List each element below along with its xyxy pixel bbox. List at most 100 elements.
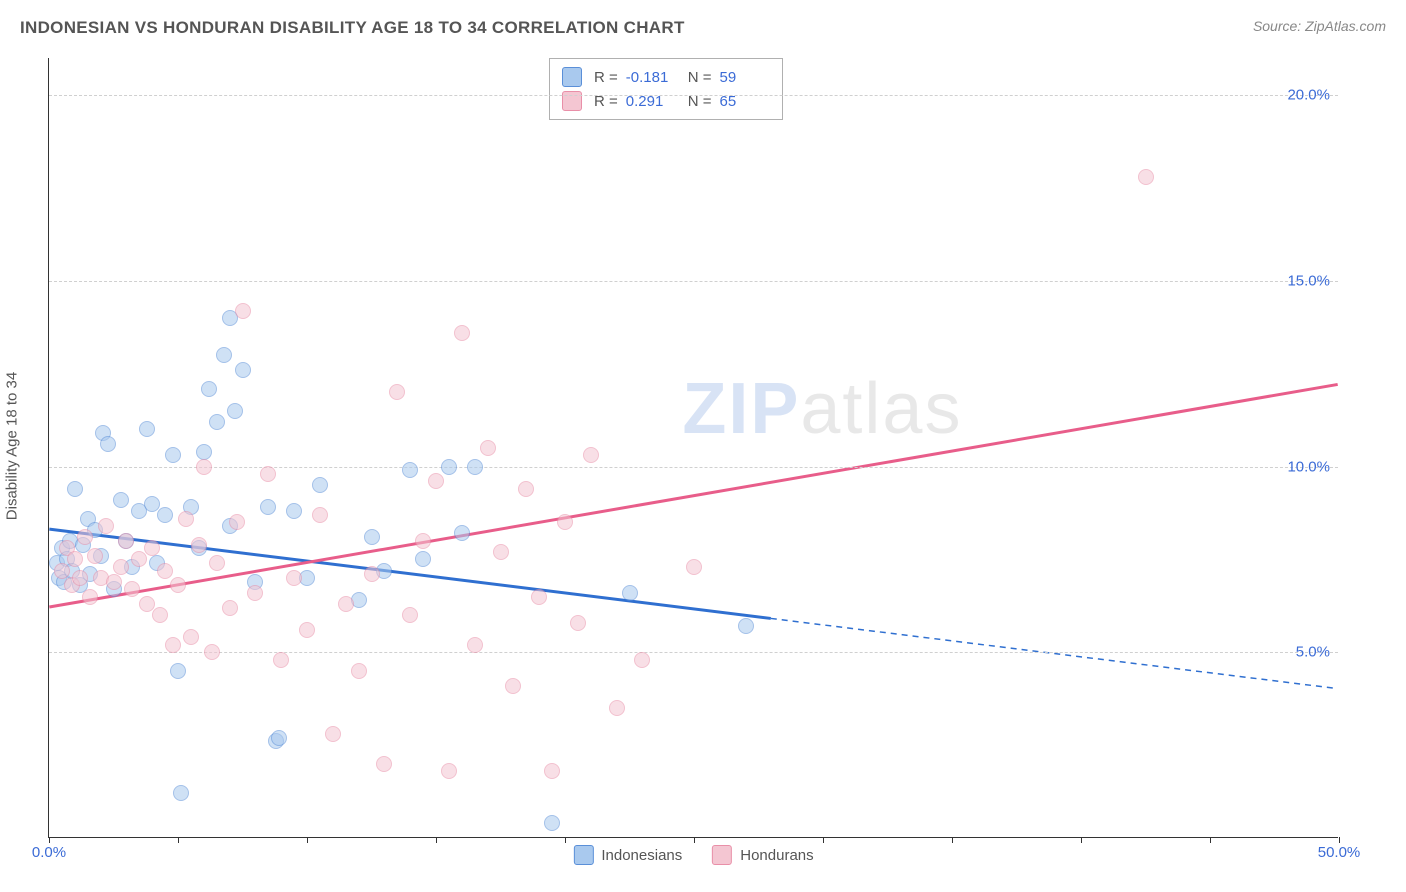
scatter-point-b bbox=[686, 559, 702, 575]
scatter-point-b bbox=[557, 514, 573, 530]
scatter-point-b bbox=[441, 763, 457, 779]
scatter-point-b bbox=[183, 629, 199, 645]
scatter-point-b bbox=[87, 548, 103, 564]
scatter-point-b bbox=[1138, 169, 1154, 185]
y-tick-label: 20.0% bbox=[1287, 87, 1330, 104]
scatter-point-b bbox=[467, 637, 483, 653]
n-value: 59 bbox=[720, 69, 770, 86]
scatter-point-b bbox=[235, 303, 251, 319]
scatter-point-b bbox=[222, 600, 238, 616]
scatter-point-b bbox=[113, 559, 129, 575]
scatter-point-b bbox=[106, 574, 122, 590]
scatter-point-a bbox=[216, 347, 232, 363]
x-tick-mark bbox=[1210, 837, 1211, 843]
scatter-point-a bbox=[201, 381, 217, 397]
chart-title: INDONESIAN VS HONDURAN DISABILITY AGE 18… bbox=[20, 18, 685, 37]
scatter-point-a bbox=[100, 436, 116, 452]
scatter-point-b bbox=[204, 644, 220, 660]
scatter-point-b bbox=[351, 663, 367, 679]
gridline-h bbox=[49, 95, 1338, 96]
legend-swatch bbox=[562, 67, 582, 87]
scatter-point-b bbox=[118, 533, 134, 549]
scatter-point-b bbox=[72, 570, 88, 586]
x-tick-mark bbox=[178, 837, 179, 843]
scatter-point-b bbox=[518, 481, 534, 497]
y-tick-label: 15.0% bbox=[1287, 272, 1330, 289]
scatter-point-a bbox=[544, 815, 560, 831]
x-tick-mark bbox=[49, 837, 50, 843]
legend-swatch bbox=[562, 91, 582, 111]
legend-item: Hondurans bbox=[712, 845, 813, 865]
scatter-point-b bbox=[191, 537, 207, 553]
scatter-point-a bbox=[235, 362, 251, 378]
scatter-point-a bbox=[209, 414, 225, 430]
stats-legend-row: R = 0.291N = 65 bbox=[562, 89, 770, 113]
scatter-point-b bbox=[124, 581, 140, 597]
series-legend: Indonesians Hondurans bbox=[573, 845, 813, 865]
scatter-point-b bbox=[299, 622, 315, 638]
scatter-point-b bbox=[229, 514, 245, 530]
source-attribution: Source: ZipAtlas.com bbox=[1253, 18, 1386, 34]
x-tick-mark bbox=[694, 837, 695, 843]
scatter-point-a bbox=[467, 459, 483, 475]
scatter-point-b bbox=[196, 459, 212, 475]
scatter-point-a bbox=[260, 499, 276, 515]
scatter-point-b bbox=[286, 570, 302, 586]
scatter-point-b bbox=[634, 652, 650, 668]
y-tick-label: 5.0% bbox=[1296, 644, 1330, 661]
x-tick-mark bbox=[952, 837, 953, 843]
r-value: -0.181 bbox=[626, 69, 676, 86]
scatter-point-b bbox=[505, 678, 521, 694]
legend-series-name: Indonesians bbox=[601, 847, 682, 864]
scatter-point-a bbox=[364, 529, 380, 545]
stats-legend: R = -0.181N = 59R = 0.291N = 65 bbox=[549, 58, 783, 120]
scatter-point-b bbox=[402, 607, 418, 623]
scatter-point-a bbox=[286, 503, 302, 519]
scatter-point-b bbox=[454, 325, 470, 341]
scatter-point-b bbox=[170, 577, 186, 593]
x-tick-mark bbox=[823, 837, 824, 843]
scatter-point-a bbox=[441, 459, 457, 475]
y-tick-label: 10.0% bbox=[1287, 458, 1330, 475]
scatter-point-b bbox=[609, 700, 625, 716]
n-label: N = bbox=[688, 69, 712, 86]
x-tick-label: 50.0% bbox=[1318, 844, 1361, 861]
scatter-point-a bbox=[227, 403, 243, 419]
x-tick-mark bbox=[436, 837, 437, 843]
scatter-point-b bbox=[165, 637, 181, 653]
y-axis-title: Disability Age 18 to 34 bbox=[4, 372, 21, 520]
scatter-point-a bbox=[67, 481, 83, 497]
legend-item: Indonesians bbox=[573, 845, 682, 865]
gridline-h bbox=[49, 652, 1338, 653]
x-tick-mark bbox=[565, 837, 566, 843]
scatter-point-b bbox=[152, 607, 168, 623]
source-value: ZipAtlas.com bbox=[1305, 18, 1386, 34]
scatter-point-b bbox=[178, 511, 194, 527]
scatter-point-b bbox=[82, 589, 98, 605]
watermark-zip: ZIP bbox=[682, 369, 800, 449]
scatter-point-b bbox=[570, 615, 586, 631]
scatter-point-a bbox=[271, 730, 287, 746]
scatter-point-b bbox=[325, 726, 341, 742]
scatter-point-b bbox=[247, 585, 263, 601]
x-tick-label: 0.0% bbox=[32, 844, 66, 861]
x-tick-mark bbox=[1339, 837, 1340, 843]
scatter-point-b bbox=[54, 563, 70, 579]
scatter-plot: ZIPatlas R = -0.181N = 59R = 0.291N = 65… bbox=[48, 58, 1338, 838]
scatter-point-b bbox=[157, 563, 173, 579]
x-tick-mark bbox=[307, 837, 308, 843]
scatter-point-a bbox=[165, 447, 181, 463]
scatter-point-b bbox=[376, 756, 392, 772]
scatter-point-a bbox=[312, 477, 328, 493]
scatter-point-a bbox=[415, 551, 431, 567]
trend-line-extrapolated bbox=[771, 618, 1338, 688]
scatter-point-a bbox=[622, 585, 638, 601]
legend-series-name: Hondurans bbox=[740, 847, 813, 864]
scatter-point-b bbox=[415, 533, 431, 549]
gridline-h bbox=[49, 281, 1338, 282]
scatter-point-a bbox=[170, 663, 186, 679]
watermark-atlas: atlas bbox=[800, 369, 962, 449]
scatter-point-b bbox=[144, 540, 160, 556]
legend-swatch bbox=[573, 845, 593, 865]
scatter-point-a bbox=[173, 785, 189, 801]
